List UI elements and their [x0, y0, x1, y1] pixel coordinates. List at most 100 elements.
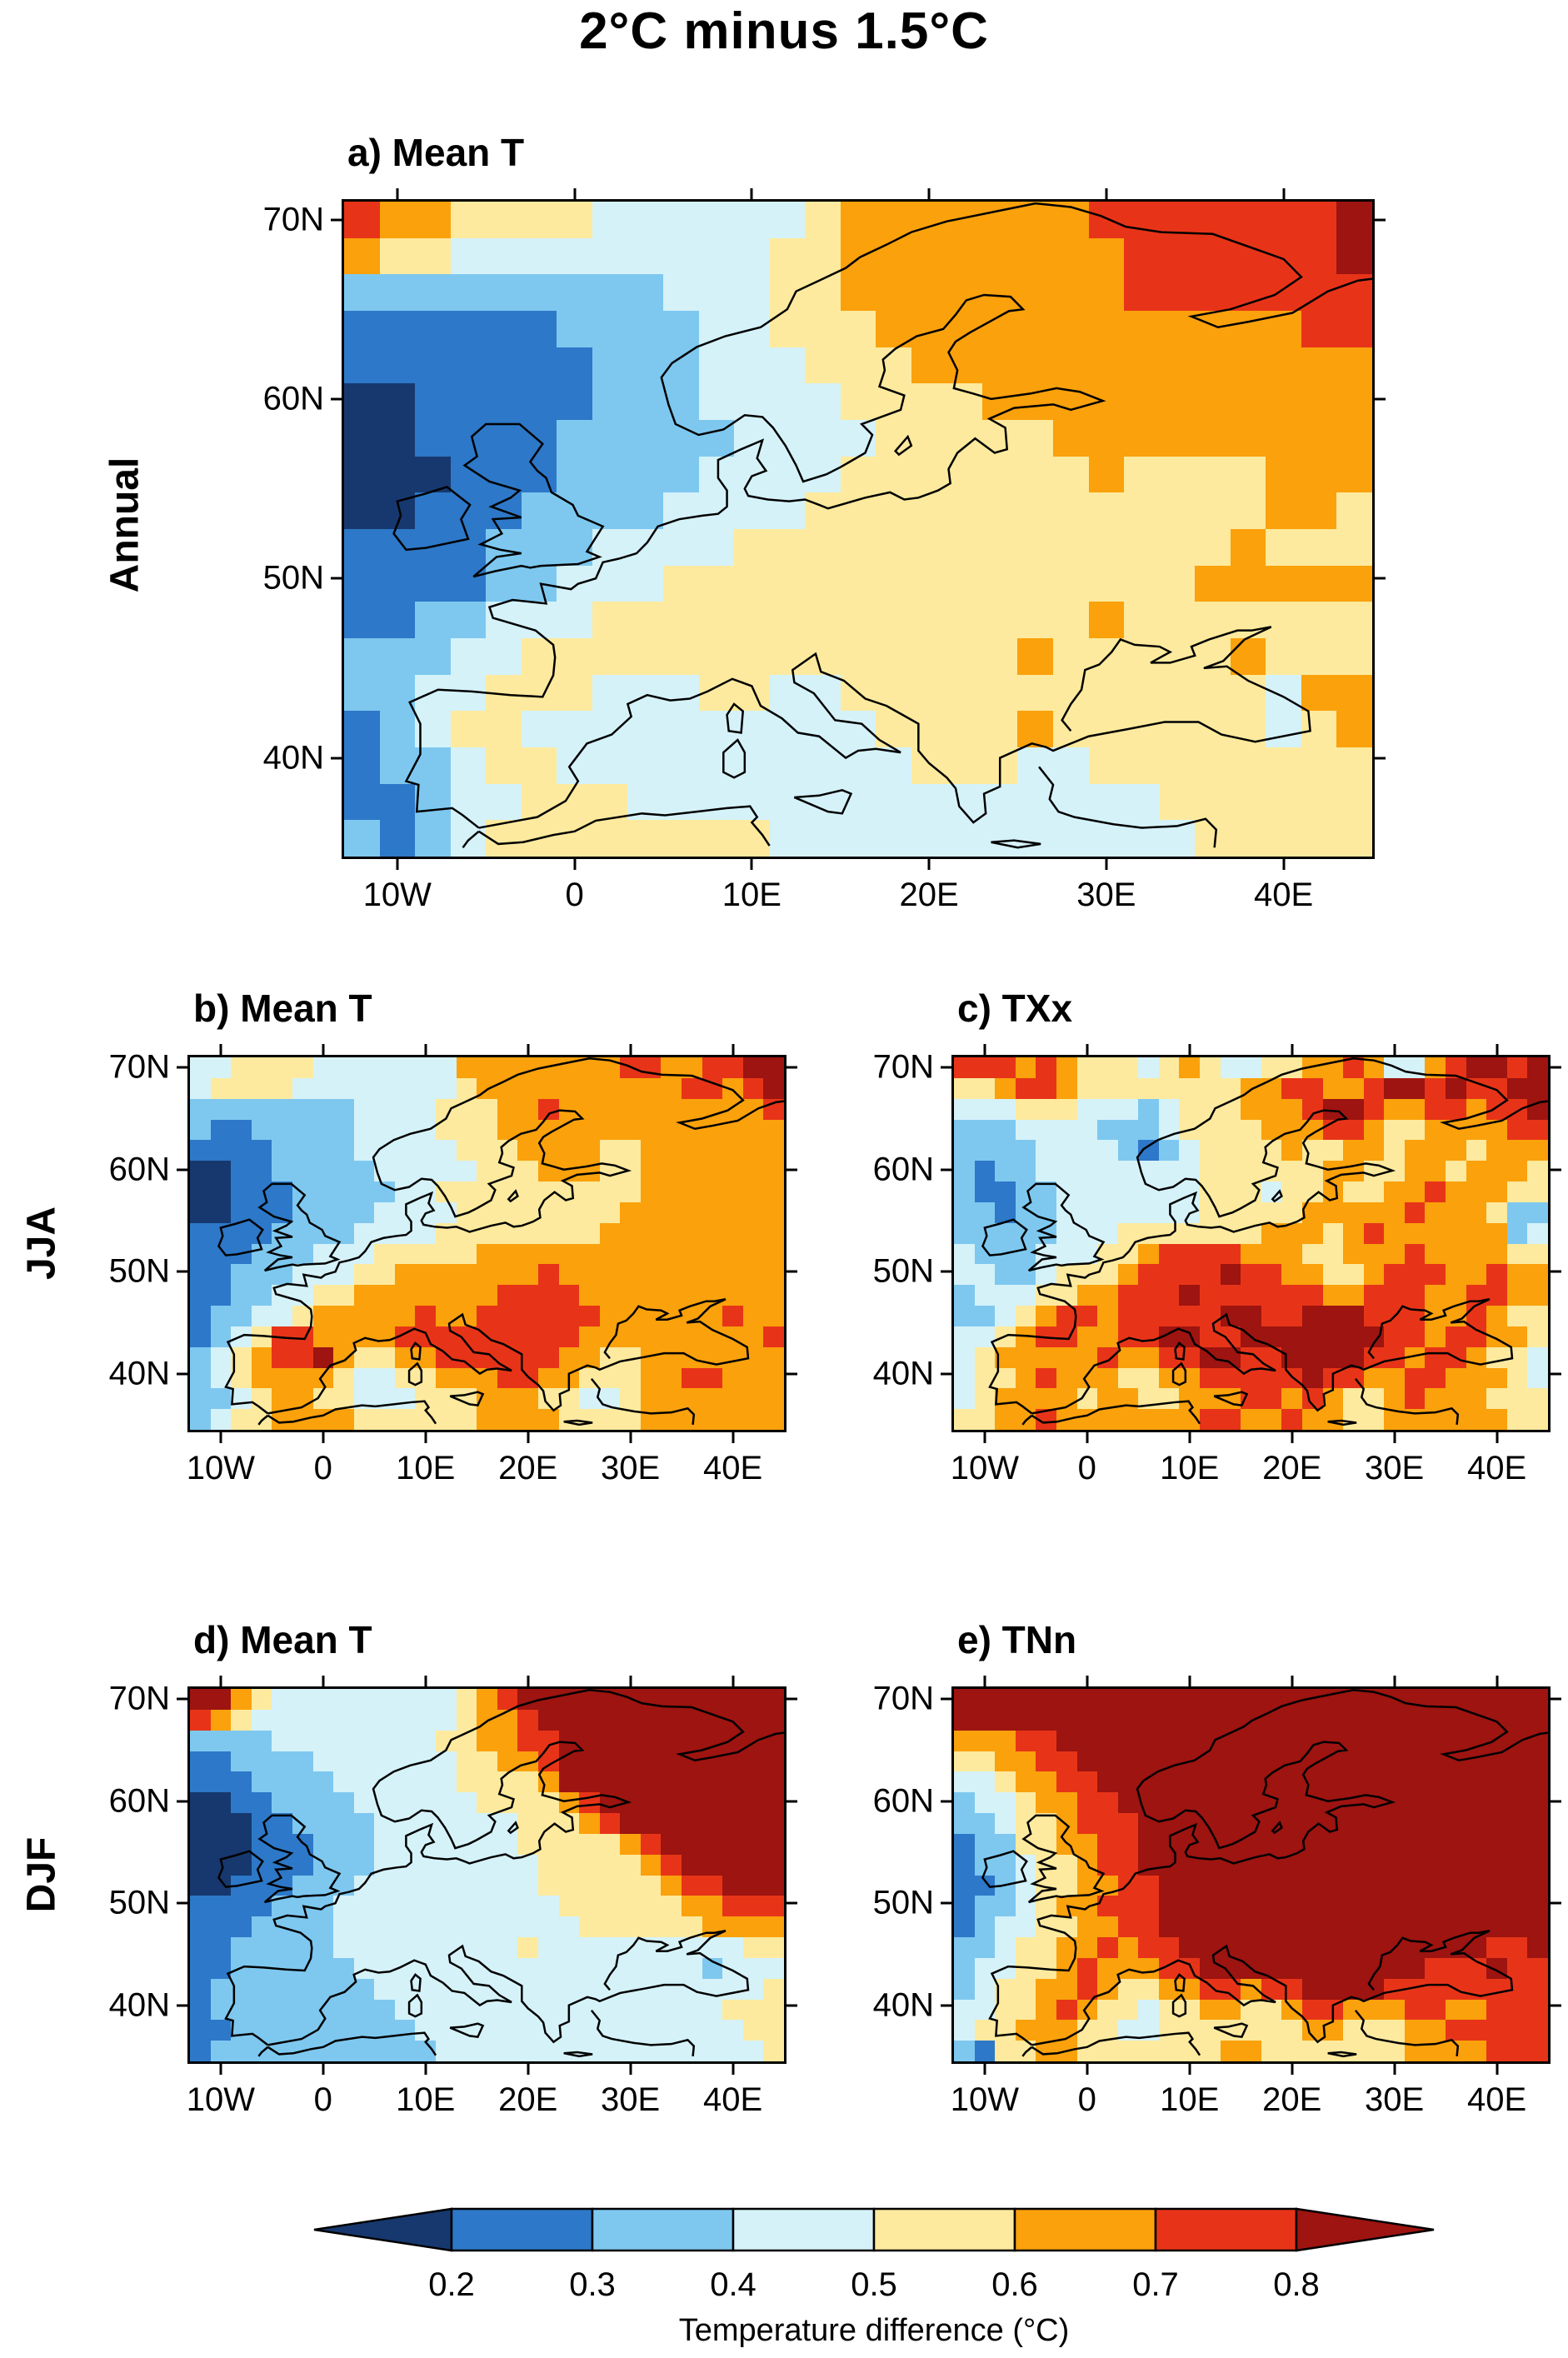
grid-cell — [1220, 1057, 1241, 1078]
grid-cell — [1384, 1409, 1405, 1430]
grid-cell — [1527, 1978, 1548, 2000]
grid-cell — [1425, 1875, 1446, 1896]
grid-cell — [840, 529, 876, 566]
grid-cell — [1088, 529, 1125, 566]
grid-cell — [415, 1388, 437, 1410]
grid-cell — [620, 1057, 641, 1078]
grid-cell — [763, 1854, 784, 1876]
colorbar-arrow-high — [1295, 2207, 1435, 2252]
lon-tick-label: 40E — [702, 1450, 763, 1486]
grid-cell — [1138, 1057, 1159, 1078]
grid-cell — [1336, 602, 1372, 638]
grid-cell — [415, 420, 451, 457]
grid-cell — [769, 347, 806, 384]
grid-cell — [1117, 1999, 1139, 2021]
grid-cell — [517, 1306, 538, 1326]
grid-cell — [517, 1181, 538, 1202]
grid-cell — [1076, 1937, 1098, 1958]
grid-cell — [1322, 1326, 1344, 1347]
grid-cell — [698, 274, 735, 311]
grid-cell — [1200, 1140, 1221, 1162]
lon-tick-label: 20E — [1262, 1450, 1322, 1486]
grid-cell — [640, 1077, 662, 1099]
grid-cell — [1220, 2020, 1241, 2041]
grid-cell — [661, 1306, 682, 1326]
grid-cell — [1220, 1730, 1241, 1751]
grid-cell — [1200, 1689, 1221, 1710]
lon-tick-label: 40E — [1466, 2081, 1527, 2118]
grid-cell — [210, 1916, 232, 1937]
grid-cell — [450, 602, 487, 638]
grid-cell — [497, 1751, 518, 1772]
grid-cell — [627, 565, 663, 602]
grid-cell — [620, 1751, 641, 1772]
grid-cell — [1281, 1119, 1302, 1141]
grid-cell — [1138, 1833, 1159, 1855]
grid-cell — [876, 820, 911, 857]
grid-cell — [1117, 1751, 1139, 1772]
grid-cell — [742, 1792, 764, 1813]
grid-cell — [1158, 1854, 1180, 1876]
grid-cell — [456, 1709, 477, 1731]
grid-cell — [1015, 1181, 1036, 1202]
row-label-annual: Annual — [102, 457, 147, 593]
grid-cell — [517, 1346, 538, 1368]
grid-cell — [1117, 1306, 1139, 1326]
grid-cell — [1425, 1999, 1446, 2021]
grid-cell — [722, 1916, 743, 1937]
grid-cell — [974, 1689, 996, 1710]
grid-cell — [1097, 1999, 1118, 2021]
grid-cell — [1195, 565, 1231, 602]
grid-cell — [640, 1957, 662, 1979]
grid-cell — [1301, 1181, 1323, 1202]
grid-cell — [374, 1999, 395, 2021]
grid-cell — [1506, 1896, 1528, 1917]
grid-cell — [1159, 783, 1196, 821]
grid-cell — [946, 638, 982, 675]
grid-cell — [1527, 1140, 1548, 1162]
grid-cell — [537, 1751, 559, 1772]
lon-tick-mark — [1188, 1676, 1191, 1686]
grid-cell — [742, 1306, 764, 1326]
grid-cell — [1017, 347, 1054, 384]
grid-cell — [1404, 1243, 1426, 1265]
grid-cell — [1301, 1346, 1323, 1368]
grid-cell — [436, 1222, 457, 1244]
grid-cell — [911, 420, 947, 457]
grid-cell — [1230, 747, 1266, 784]
lat-tick-label: 40N — [262, 739, 324, 777]
grid-cell — [1506, 1140, 1528, 1162]
grid-cell — [1200, 1222, 1221, 1244]
lon-tick-mark — [1291, 2064, 1294, 2075]
grid-cell — [456, 1098, 477, 1120]
grid-cell — [1404, 1098, 1426, 1120]
lat-tick-mark — [941, 1168, 951, 1172]
grid-cell — [698, 820, 735, 857]
grid-cell — [1241, 1222, 1261, 1244]
grid-cell — [1404, 1201, 1426, 1223]
grid-cell — [1343, 1077, 1364, 1099]
grid-cell — [1281, 1140, 1302, 1162]
grid-cell — [995, 1098, 1016, 1120]
grid-cell — [1230, 565, 1266, 602]
grid-cell — [1322, 1201, 1344, 1223]
grid-cell — [1384, 1201, 1405, 1223]
grid-cell — [231, 1854, 252, 1876]
grid-cell — [840, 202, 876, 238]
grid-cell — [344, 202, 380, 238]
grid-cell — [1343, 1978, 1364, 2000]
grid-cell — [1097, 1285, 1118, 1306]
grid-cell — [1056, 1813, 1077, 1834]
grid-cell — [1527, 1957, 1548, 1979]
grid-cell — [333, 1689, 354, 1710]
grid-cell — [456, 1264, 477, 1286]
grid-cell — [1159, 420, 1196, 457]
grid-cell — [537, 1730, 559, 1751]
grid-cell — [210, 1875, 232, 1896]
lon-tick-label: 10E — [1160, 2081, 1220, 2118]
grid-cell — [1466, 1057, 1487, 1078]
grid-cell — [876, 674, 911, 712]
grid-cell — [450, 202, 487, 238]
grid-cell — [1200, 1057, 1221, 1078]
grid-cell — [1117, 1285, 1139, 1306]
